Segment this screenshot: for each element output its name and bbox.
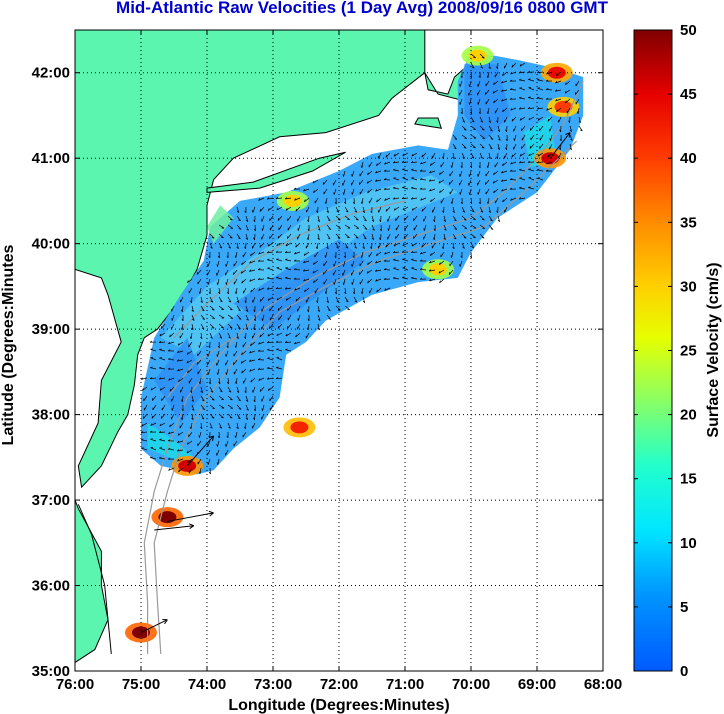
y-tick-label: 41:00	[32, 150, 70, 167]
mainland	[75, 30, 426, 489]
y-tick-label: 40:00	[32, 236, 70, 253]
strong-arrow-1	[154, 523, 195, 531]
strong-arrow-2	[140, 618, 168, 633]
barrier-islands	[77, 504, 112, 654]
hotspot-8	[283, 194, 302, 207]
colorbar-tick-label: 30	[680, 278, 697, 295]
hotspot-6	[547, 66, 566, 79]
velocity-zone-1	[233, 239, 366, 330]
colorbar-tick-label: 20	[680, 407, 697, 424]
chart-title: Mid-Atlantic Raw Velocities (1 Day Avg) …	[116, 0, 608, 17]
strong-arrow-3	[186, 435, 215, 467]
colorbar-tick-label: 10	[680, 535, 697, 552]
colorbar-tick-label: 45	[680, 86, 697, 103]
x-axis: 76:00 75:00 74:00 73:00 72:00 71:00 70:00 69:00…	[56, 30, 622, 693]
x-tick-label: 69:00	[518, 676, 556, 693]
plot-area	[75, 30, 603, 671]
colorbar-tick-label: 5	[680, 599, 688, 616]
velocity-arrows	[140, 53, 583, 633]
colorbar-label: Surface Velocity (cm/s)	[705, 262, 722, 437]
long-island	[206, 151, 346, 193]
strong-arrow-4	[549, 132, 571, 159]
contour-3	[166, 337, 234, 398]
island-0	[414, 117, 443, 129]
y-axis: 35:00 36:00 37:00 38:00 39:00 40:00 41:00 42:00	[32, 65, 603, 680]
y-axis-label: Latitude (Degrees:Minutes	[0, 244, 17, 445]
x-tick-label: 72:00	[320, 676, 358, 693]
x-tick-label: 71:00	[386, 676, 424, 693]
x-tick-label: 74:00	[188, 676, 226, 693]
y-tick-label: 39:00	[32, 321, 70, 338]
x-tick-label: 75:00	[122, 676, 160, 693]
y-tick-label: 37:00	[32, 492, 70, 509]
y-tick-label: 38:00	[32, 407, 70, 424]
strong-arrow-0	[167, 510, 214, 522]
colorbar-tick-label: 50	[680, 22, 697, 39]
contour-1	[153, 140, 578, 654]
colorbar-tick-label: 40	[680, 150, 697, 167]
y-tick-label: 36:00	[32, 578, 70, 595]
x-tick-label: 68:00	[584, 676, 622, 693]
colorbar-gradient	[633, 29, 673, 672]
x-tick-label: 76:00	[56, 676, 94, 693]
hotspot-7	[468, 49, 487, 62]
colorbar-tick-label: 25	[680, 343, 697, 360]
hotspot-9	[429, 263, 447, 276]
grid-lines	[75, 30, 603, 671]
contour-0	[143, 81, 584, 654]
colorbar-tick-label: 35	[680, 214, 697, 231]
colorbar-tick-label: 15	[680, 471, 697, 488]
y-tick-label: 35:00	[32, 663, 70, 680]
x-tick-label: 70:00	[452, 676, 490, 693]
colorbar-tick-label: 0	[680, 663, 688, 680]
y-tick-label: 42:00	[32, 65, 70, 82]
bathymetry-contours	[143, 81, 584, 654]
contour-2	[173, 200, 406, 339]
arrow-field	[140, 53, 583, 475]
x-tick-label: 73:00	[254, 676, 292, 693]
velocity-zone-4	[464, 64, 511, 142]
colorbar: 0 5 10 15 20 25 30 35 40 45 50	[633, 22, 697, 680]
carolina-coast	[75, 499, 109, 664]
x-axis-label: Longitude (Degrees:Minutes)	[228, 697, 449, 714]
velocity-zone-6	[207, 205, 234, 244]
hotspot-0	[290, 421, 309, 434]
